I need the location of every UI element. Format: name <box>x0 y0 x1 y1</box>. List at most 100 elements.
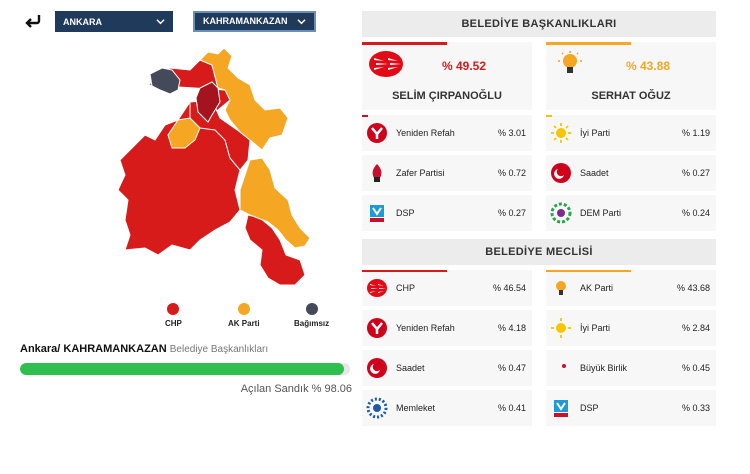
legend-dot-akparti <box>237 303 250 315</box>
chp-logo-icon <box>367 279 387 297</box>
back-arrow-icon[interactable] <box>24 12 42 30</box>
party-name: Yeniden Refah <box>396 323 455 333</box>
dem-parti-logo-icon <box>550 202 572 224</box>
yeniden-refah-logo-icon <box>367 318 387 338</box>
party-pct: % 3.01 <box>497 128 526 138</box>
legend-item-bagimsiz: Bağımsız <box>294 303 329 328</box>
map-region-akparti-north[interactable] <box>199 47 289 151</box>
map-region-chp-south[interactable] <box>244 214 306 286</box>
party-row-yeniden-refah[interactable]: Yeniden Refah % 3.01 <box>362 115 532 151</box>
sandik-label: Açılan Sandık % 98.06 <box>240 383 352 395</box>
council-row-chp[interactable]: CHP % 46.54 <box>362 270 532 306</box>
council-row-iyi-parti[interactable]: İyi Parti % 2.84 <box>546 310 716 346</box>
dsp-logo-icon <box>554 400 568 417</box>
saadet-logo-icon <box>551 163 571 183</box>
party-name: DEM Parti <box>580 208 622 218</box>
party-name: İyi Parti <box>580 128 611 138</box>
mayoralty-panel: BELEDİYE BAŞKANLIKLARI % 49.52 SELİM ÇIR… <box>362 11 716 426</box>
council-row-dsp[interactable]: DSP % 0.33 <box>546 390 716 426</box>
dsp-logo-icon <box>370 205 384 222</box>
party-row-zafer-partisi[interactable]: Zafer Partisi % 0.72 <box>362 155 532 191</box>
council-row-memleket[interactable]: Memleket % 0.41 <box>362 390 532 426</box>
council-row-akparti[interactable]: AK Parti % 43.68 <box>546 270 716 306</box>
party-pct: % 0.27 <box>681 168 710 178</box>
legend-label: CHP <box>165 319 182 328</box>
top-bar: ANKARA KAHRAMANKAZAN <box>0 8 350 34</box>
accent <box>362 115 368 117</box>
party-pct: % 0.41 <box>497 403 526 413</box>
party-row-dsp[interactable]: DSP % 0.27 <box>362 195 532 231</box>
leader-card-akparti[interactable]: % 43.88 SERHAT OĞUZ <box>546 42 716 110</box>
leader-name: SELİM ÇIRPANOĞLU <box>392 90 502 102</box>
council-row-yeniden-refah[interactable]: Yeniden Refah % 4.18 <box>362 310 532 346</box>
memleket-logo-icon <box>366 397 388 419</box>
council-header: BELEDİYE MECLİSİ <box>362 239 716 265</box>
party-pct: % 2.84 <box>681 323 710 333</box>
leader-accent-bar <box>362 42 447 45</box>
party-pct: % 0.27 <box>497 208 526 218</box>
party-pct: % 0.24 <box>681 208 710 218</box>
party-name: CHP <box>396 283 416 293</box>
party-name: DSP <box>396 208 415 218</box>
accent <box>362 270 447 272</box>
leader-pct: % 49.52 <box>442 59 487 73</box>
legend-label: Bağımsız <box>294 319 330 328</box>
chevron-down-icon <box>156 19 165 25</box>
accent <box>546 115 552 117</box>
party-name: Yeniden Refah <box>396 128 455 138</box>
legend-dot-chp <box>167 303 180 315</box>
legend-item-chp: CHP <box>165 303 182 328</box>
party-row-dem-parti[interactable]: DEM Parti % 0.24 <box>546 195 716 231</box>
buyuk-birlik-logo-icon <box>552 361 566 377</box>
party-name: AK Parti <box>580 283 614 293</box>
party-pct: % 1.19 <box>681 128 710 138</box>
akparti-logo-icon <box>556 281 566 295</box>
leader-accent-bar <box>546 42 631 45</box>
party-row-saadet[interactable]: Saadet % 0.27 <box>546 155 716 191</box>
mayoralty-header: BELEDİYE BAŞKANLIKLARI <box>362 11 716 37</box>
sandik-progress-fill <box>20 363 344 375</box>
leader-name: SERHAT OĞUZ <box>591 90 671 102</box>
legend-label: AK Parti <box>228 319 260 328</box>
party-name: İyi Parti <box>580 323 611 333</box>
map-region-akparti-west[interactable] <box>167 117 201 149</box>
location-type: Belediye Başkanlıkları <box>169 344 269 355</box>
leader-card-chp[interactable]: % 49.52 SELİM ÇIRPANOĞLU <box>362 42 532 110</box>
saadet-logo-icon <box>367 358 387 378</box>
zafer-partisi-logo-icon <box>372 164 382 182</box>
party-pct: % 0.47 <box>497 363 526 373</box>
akparti-logo-icon <box>558 51 582 73</box>
accent <box>546 270 631 272</box>
party-name: Memleket <box>396 403 436 413</box>
council-row-buyuk-birlik[interactable]: Büyük Birlik % 0.45 <box>546 350 716 386</box>
sandik-progress-bar <box>20 363 350 375</box>
party-name: DSP <box>580 403 599 413</box>
iyi-parti-logo-icon <box>551 123 571 143</box>
party-name: Saadet <box>396 363 425 373</box>
district-select-value: KAHRAMANKAZAN <box>203 16 288 26</box>
yeniden-refah-logo-icon <box>367 123 387 143</box>
chevron-down-icon <box>297 18 306 24</box>
city-select-value: ANKARA <box>63 16 102 27</box>
party-row-iyi-parti[interactable]: İyi Parti % 1.19 <box>546 115 716 151</box>
party-name: Zafer Partisi <box>396 168 445 178</box>
council-row-saadet[interactable]: Saadet % 0.47 <box>362 350 532 386</box>
party-name: Büyük Birlik <box>580 363 628 373</box>
district-select[interactable]: KAHRAMANKAZAN <box>193 11 316 32</box>
party-name: Saadet <box>580 168 609 178</box>
iyi-parti-logo-icon <box>551 318 571 338</box>
location-label: Ankara/ KAHRAMANKAZAN Belediye Başkanlık… <box>20 343 268 355</box>
party-pct: % 0.33 <box>681 403 710 413</box>
city-select[interactable]: ANKARA <box>55 11 173 32</box>
party-pct: % 43.68 <box>676 283 710 293</box>
legend-item-akparti: AK Parti <box>228 303 260 328</box>
party-pct: % 46.54 <box>492 283 526 293</box>
party-pct: % 4.18 <box>497 323 526 333</box>
map-region-bagimsiz[interactable] <box>149 67 181 95</box>
legend-dot-bagimsiz <box>305 303 318 315</box>
map-region-selected-kahramankazan[interactable] <box>195 81 221 123</box>
district-map[interactable] <box>100 40 330 290</box>
map-region-akparti-east[interactable] <box>239 157 311 249</box>
party-pct: % 0.45 <box>681 363 710 373</box>
party-pct: % 0.72 <box>497 168 526 178</box>
